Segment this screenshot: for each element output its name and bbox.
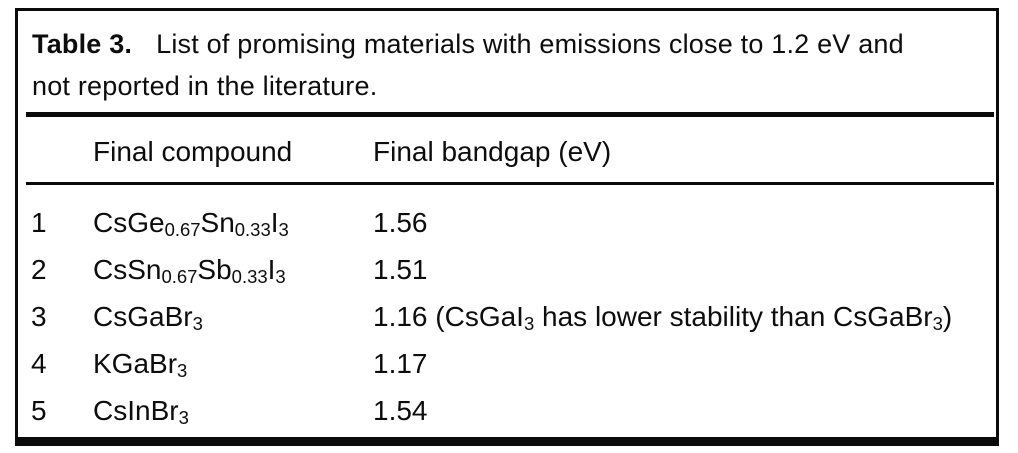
bandgap-segment: 1.17 [373, 347, 428, 379]
bandgap-value: 1.51 [373, 254, 996, 286]
row-index: 1 [31, 206, 47, 238]
caption-text-1: List of promising materials with emissio… [156, 29, 904, 59]
rule-below-header [26, 182, 994, 185]
table-body: 1 CsGe0.67Sn0.33I3 1.56 2 CsSn0.67Sb0.33… [18, 199, 996, 434]
table-row: 5 CsInBr3 1.54 [18, 387, 996, 434]
table-caption: Table 3. List of promising materials with… [32, 23, 990, 107]
table-frame: Table 3. List of promising materials with… [15, 8, 999, 446]
caption-line-2: not reported in the literature. [32, 71, 378, 101]
table-row: 3 CsGaBr3 1.16 (CsGaI3 has lower stabili… [18, 293, 996, 340]
bandgap-value: 1.16 (CsGaI3 has lower stability than Cs… [373, 301, 996, 333]
row-index: 5 [31, 394, 47, 426]
compound-formula: CsGaBr3 [93, 301, 373, 333]
formula-subscript: 3 [177, 359, 188, 381]
bandgap-segment: 1.54 [373, 394, 428, 426]
table-row: 4 KGaBr3 1.17 [18, 340, 996, 387]
rule-table-bottom [18, 437, 996, 443]
compound-formula: CsSn0.67Sb0.33I3 [93, 254, 373, 286]
row-index: 4 [31, 347, 47, 379]
bandgap-value: 1.17 [373, 348, 996, 380]
compound-formula: KGaBr3 [93, 348, 373, 380]
caption-line-1: Table 3. List of promising materials with… [32, 23, 990, 65]
bandgap-segment: 1.16 (CsGaI [373, 300, 524, 332]
caption-label: Table 3. [32, 29, 133, 59]
formula-subscript: 3 [178, 406, 189, 428]
table-row: 2 CsSn0.67Sb0.33I3 1.51 [18, 246, 996, 293]
compound-formula: CsGe0.67Sn0.33I3 [93, 207, 373, 239]
rule-below-caption [26, 112, 994, 117]
formula-subscript: 3 [523, 312, 535, 334]
row-index: 3 [31, 300, 47, 332]
bandgap-segment: has lower stability than CsGaBr [534, 300, 933, 332]
formula-segment: CsSn [93, 253, 162, 285]
formula-segment: Sn [200, 206, 235, 238]
bandgap-segment: 1.51 [373, 253, 428, 285]
formula-segment: CsInBr [93, 394, 179, 426]
formula-segment: KGaBr [93, 347, 178, 379]
formula-subscript: 0.33 [231, 265, 268, 287]
formula-segment: I [270, 206, 279, 238]
formula-segment: I [267, 253, 276, 285]
formula-segment: CsGe [93, 206, 165, 238]
formula-segment: CsGaBr [93, 300, 193, 332]
formula-subscript: 3 [192, 312, 203, 334]
table-header-row: Final compound Final bandgap (eV) [18, 130, 996, 174]
row-index: 2 [31, 253, 47, 285]
formula-subscript: 0.67 [164, 218, 201, 240]
compound-formula: CsInBr3 [93, 395, 373, 427]
formula-subscript: 3 [275, 265, 286, 287]
formula-subscript: 3 [278, 218, 289, 240]
table-row: 1 CsGe0.67Sn0.33I3 1.56 [18, 199, 996, 246]
formula-subscript: 0.33 [234, 218, 271, 240]
header-cell-bandgap: Final bandgap (eV) [373, 136, 612, 167]
header-cell-compound: Final compound [93, 136, 293, 167]
formula-subscript: 0.67 [161, 265, 198, 287]
bandgap-value: 1.56 [373, 207, 996, 239]
bandgap-segment: 1.56 [373, 206, 428, 238]
bandgap-value: 1.54 [373, 395, 996, 427]
formula-segment: Sb [197, 253, 232, 285]
bandgap-segment: ) [942, 300, 953, 332]
formula-subscript: 3 [932, 312, 943, 334]
